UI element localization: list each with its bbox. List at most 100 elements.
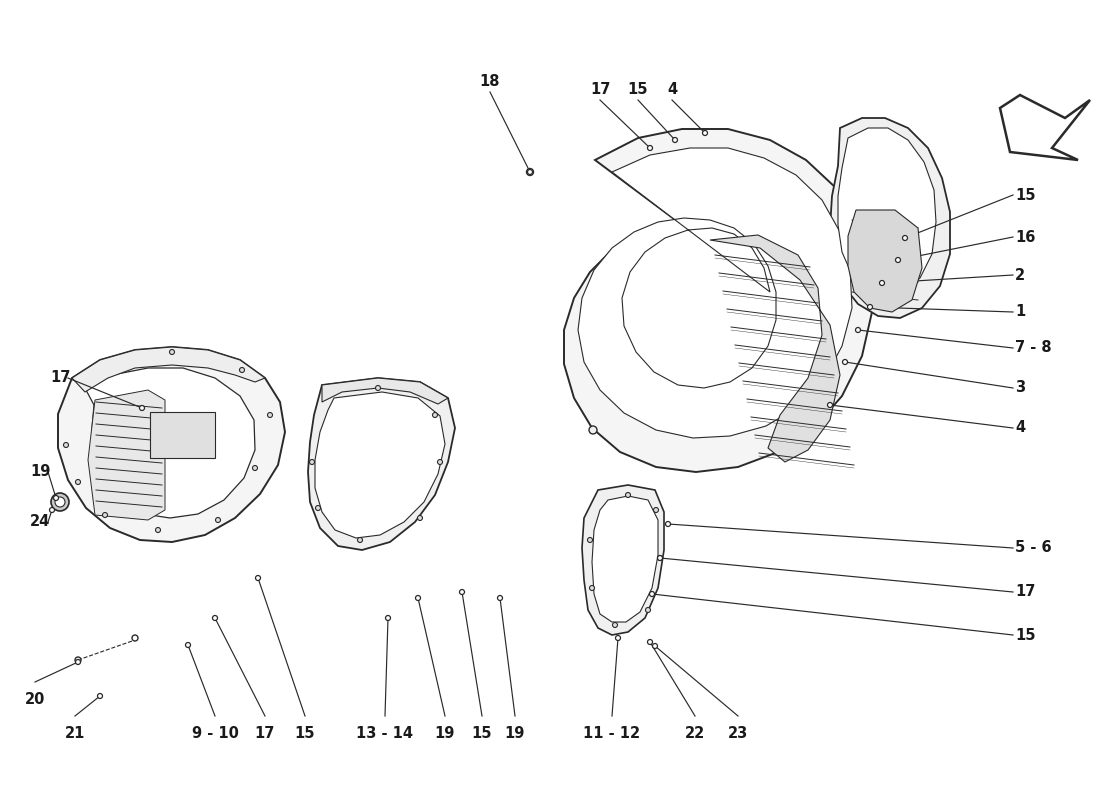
Circle shape	[267, 413, 273, 418]
Text: 15: 15	[1015, 627, 1035, 642]
Circle shape	[672, 138, 678, 142]
Circle shape	[658, 555, 662, 561]
Text: 19: 19	[434, 726, 455, 741]
Circle shape	[50, 507, 55, 513]
Polygon shape	[86, 368, 255, 518]
Circle shape	[102, 513, 108, 518]
Circle shape	[590, 586, 594, 590]
Circle shape	[843, 359, 847, 365]
Circle shape	[868, 305, 872, 310]
Circle shape	[76, 659, 80, 665]
Text: 17: 17	[255, 726, 275, 741]
Text: 15: 15	[628, 82, 648, 98]
Circle shape	[416, 595, 420, 601]
Circle shape	[51, 493, 69, 511]
Polygon shape	[308, 378, 455, 550]
Circle shape	[626, 493, 630, 498]
Circle shape	[316, 506, 320, 510]
Text: 1: 1	[1015, 305, 1025, 319]
Text: 11 - 12: 11 - 12	[583, 726, 640, 741]
Circle shape	[527, 169, 534, 175]
Polygon shape	[710, 235, 840, 462]
Circle shape	[212, 615, 218, 621]
Circle shape	[666, 522, 671, 526]
Circle shape	[54, 495, 58, 501]
Circle shape	[880, 281, 884, 286]
Circle shape	[528, 170, 532, 174]
Polygon shape	[88, 390, 165, 520]
Circle shape	[648, 146, 652, 150]
Circle shape	[309, 459, 315, 465]
Text: 16: 16	[1015, 230, 1035, 245]
Circle shape	[76, 479, 80, 485]
Text: 15: 15	[295, 726, 316, 741]
Polygon shape	[830, 118, 950, 318]
Circle shape	[658, 555, 662, 561]
Polygon shape	[582, 485, 664, 635]
Polygon shape	[1000, 95, 1090, 160]
Circle shape	[497, 595, 503, 601]
Polygon shape	[58, 347, 285, 542]
Text: 2: 2	[1015, 267, 1025, 282]
Circle shape	[240, 367, 244, 373]
Text: 22: 22	[685, 726, 705, 741]
Circle shape	[588, 426, 597, 434]
Circle shape	[652, 643, 658, 649]
Polygon shape	[72, 347, 265, 392]
Polygon shape	[322, 378, 448, 404]
Text: 20: 20	[25, 692, 45, 707]
Circle shape	[856, 327, 860, 333]
Circle shape	[132, 635, 138, 641]
Text: 17: 17	[1015, 585, 1035, 599]
Circle shape	[75, 657, 81, 663]
Circle shape	[616, 635, 620, 641]
Polygon shape	[564, 129, 872, 472]
Text: 15: 15	[472, 726, 493, 741]
Circle shape	[613, 622, 617, 627]
Circle shape	[418, 515, 422, 521]
Text: 17: 17	[50, 370, 70, 386]
Text: 24: 24	[30, 514, 51, 530]
Circle shape	[587, 538, 593, 542]
Circle shape	[140, 406, 144, 410]
Text: 4: 4	[667, 82, 678, 98]
Text: 21: 21	[65, 726, 85, 741]
Circle shape	[460, 590, 464, 594]
Circle shape	[255, 575, 261, 581]
Polygon shape	[848, 210, 922, 312]
Circle shape	[55, 497, 65, 507]
Text: 9 - 10: 9 - 10	[191, 726, 239, 741]
Circle shape	[385, 615, 390, 621]
Circle shape	[703, 130, 707, 135]
Circle shape	[895, 258, 901, 262]
Polygon shape	[592, 496, 658, 622]
Polygon shape	[150, 412, 214, 458]
Text: 13 - 14: 13 - 14	[356, 726, 414, 741]
Text: 5 - 6: 5 - 6	[1015, 541, 1052, 555]
Circle shape	[216, 518, 220, 522]
Circle shape	[98, 694, 102, 698]
Text: 15: 15	[1015, 187, 1035, 202]
Circle shape	[653, 507, 659, 513]
Circle shape	[155, 527, 161, 533]
Polygon shape	[838, 128, 936, 296]
Circle shape	[827, 402, 833, 407]
Text: 19: 19	[505, 726, 525, 741]
Text: 19: 19	[30, 465, 51, 479]
Circle shape	[186, 642, 190, 647]
Circle shape	[438, 459, 442, 465]
Text: 18: 18	[480, 74, 501, 90]
Text: 4: 4	[1015, 421, 1025, 435]
Circle shape	[649, 591, 654, 597]
Polygon shape	[578, 148, 852, 438]
Circle shape	[648, 639, 652, 645]
Circle shape	[646, 607, 650, 613]
Circle shape	[64, 442, 68, 447]
Circle shape	[169, 350, 175, 354]
Text: 23: 23	[728, 726, 748, 741]
Circle shape	[432, 413, 438, 418]
Text: 7 - 8: 7 - 8	[1015, 341, 1052, 355]
Circle shape	[902, 235, 908, 241]
Text: 3: 3	[1015, 381, 1025, 395]
Circle shape	[253, 466, 257, 470]
